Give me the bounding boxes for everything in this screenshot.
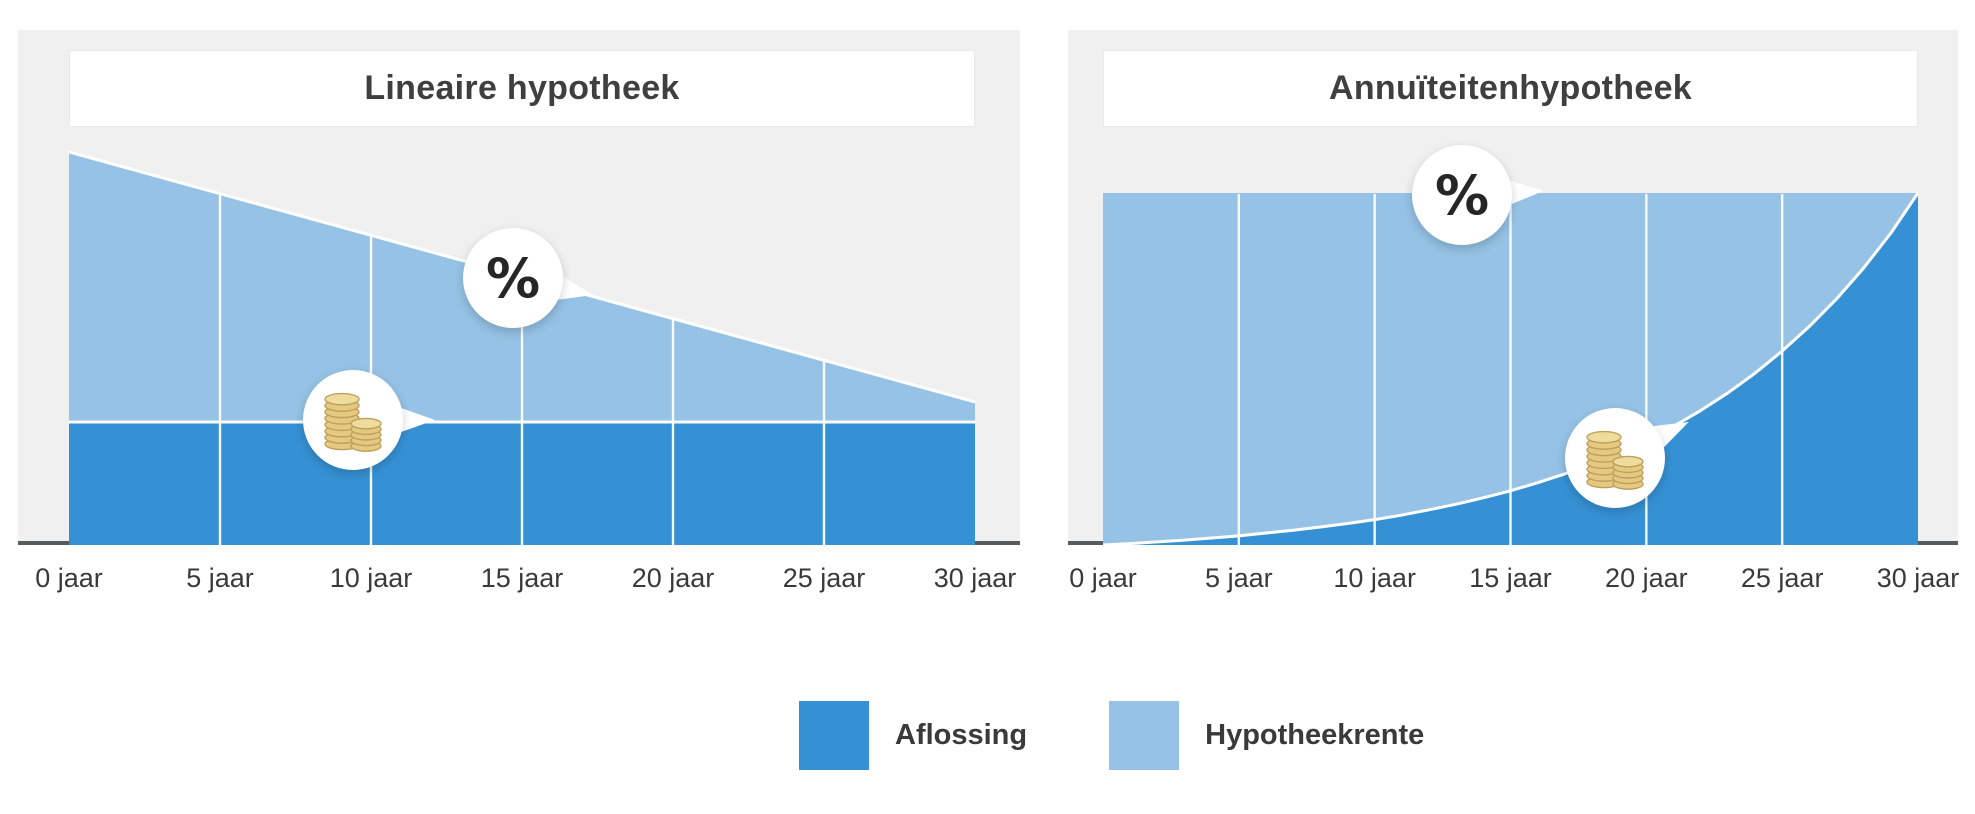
legend-swatch-hypotheekrente bbox=[1109, 701, 1180, 770]
x-axis-label: 10 jaar bbox=[1333, 563, 1416, 593]
x-axis-label: 30 jaar bbox=[933, 563, 1017, 593]
x-axis-label: 20 jaar bbox=[1605, 563, 1688, 593]
callout-bubble bbox=[1565, 408, 1665, 508]
percent-icon: % bbox=[1434, 163, 1490, 227]
chart-title-annuiteiten: Annuïteitenhypotheek bbox=[1328, 69, 1693, 107]
x-axis-label: 0 jaar bbox=[35, 563, 103, 593]
annuiteiten-chart-plot bbox=[1103, 191, 1918, 545]
x-axis-label: 10 jaar bbox=[329, 563, 413, 593]
legend-item-aflossing: Aflossing bbox=[799, 701, 1027, 770]
legend: Aflossing Hypotheekrente bbox=[799, 701, 1424, 770]
x-axis-labels-lineair: 0 jaar 5 jaar 10 jaar 15 jaar 20 jaar 25 jaar… bbox=[35, 563, 1016, 605]
aflossing-boundary-line bbox=[1103, 191, 1918, 545]
x-axis-label: 20 jaar bbox=[631, 563, 715, 593]
x-axis-label: 25 jaar bbox=[1740, 563, 1824, 593]
aflossing-area bbox=[1103, 193, 1918, 545]
legend-swatch-aflossing bbox=[799, 701, 869, 770]
x-axis-label: 15 jaar bbox=[480, 563, 564, 593]
x-axis-label: 0 jaar bbox=[1069, 563, 1137, 593]
x-axis-label: 5 jaar bbox=[186, 563, 254, 593]
x-axis-labels-annuiteiten: 0 jaar 5 jaar 10 jaar 15 jaar 20 jaar 25 jaar… bbox=[1069, 563, 1959, 605]
coins-icon bbox=[324, 392, 382, 452]
chart-title-box-lineair: Lineaire hypotheek bbox=[69, 50, 975, 127]
chart-title-lineair: Lineaire hypotheek bbox=[364, 69, 680, 107]
x-axis-label: 25 jaar bbox=[782, 563, 866, 593]
callout-bubble: % bbox=[1412, 145, 1512, 245]
percent-icon: % bbox=[485, 246, 541, 310]
x-axis-label: 15 jaar bbox=[1469, 563, 1552, 593]
x-axis-label: 30 jaar bbox=[1876, 563, 1960, 593]
callout-bubble bbox=[303, 370, 403, 470]
coins-icon bbox=[1586, 430, 1644, 490]
chart-title-box-annuiteiten: Annuïteitenhypotheek bbox=[1103, 50, 1918, 127]
legend-label-aflossing: Aflossing bbox=[895, 719, 1028, 751]
legend-label-hypotheekrente: Hypotheekrente bbox=[1205, 719, 1425, 751]
legend-item-hypotheekrente: Hypotheekrente bbox=[1109, 701, 1424, 770]
callout-bubble: % bbox=[463, 228, 563, 328]
lineair-chart-plot bbox=[69, 150, 975, 545]
x-axis-label: 5 jaar bbox=[1205, 563, 1273, 593]
